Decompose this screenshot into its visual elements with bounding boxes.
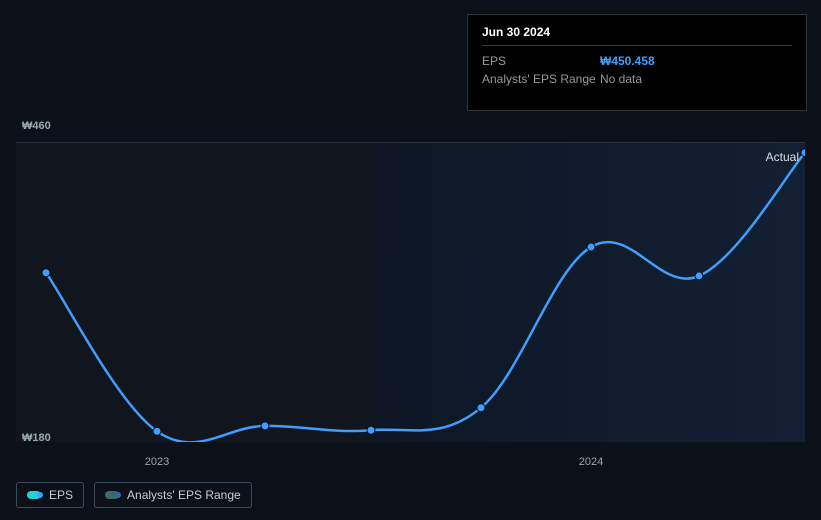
legend-swatch-icon	[105, 491, 119, 499]
chart-area: ₩460 Actual 2023 2024 ₩180	[16, 120, 805, 450]
x-axis-tick: 2024	[579, 456, 603, 468]
tooltip-divider	[482, 45, 792, 46]
legend-item-label: EPS	[49, 488, 73, 502]
legend-swatch-icon	[27, 491, 41, 499]
tooltip-row-eps: EPS ₩450.458	[482, 52, 792, 70]
tooltip-row-range: Analysts' EPS Range No data	[482, 70, 792, 88]
legend-item-range[interactable]: Analysts' EPS Range	[94, 482, 252, 508]
legend-item-eps[interactable]: EPS	[16, 482, 84, 508]
line-chart-svg	[16, 142, 805, 442]
y-axis-tick-bottom: ₩180	[22, 432, 51, 444]
tooltip-row-value: ₩450.458	[600, 52, 655, 70]
hover-tooltip: Jun 30 2024 EPS ₩450.458 Analysts' EPS R…	[467, 14, 807, 111]
y-axis-tick-top: ₩460	[22, 120, 51, 132]
legend: EPS Analysts' EPS Range	[16, 482, 252, 508]
chart-root: Jun 30 2024 EPS ₩450.458 Analysts' EPS R…	[0, 0, 821, 520]
plot-region[interactable]: Actual 2023 2024	[16, 142, 805, 442]
tooltip-row-label: EPS	[482, 52, 600, 70]
tooltip-date: Jun 30 2024	[482, 25, 792, 39]
tooltip-row-value: No data	[600, 70, 642, 88]
x-axis-tick: 2023	[145, 456, 169, 468]
actual-region-label: Actual	[766, 150, 799, 164]
legend-item-label: Analysts' EPS Range	[127, 488, 241, 502]
tooltip-row-label: Analysts' EPS Range	[482, 70, 600, 88]
